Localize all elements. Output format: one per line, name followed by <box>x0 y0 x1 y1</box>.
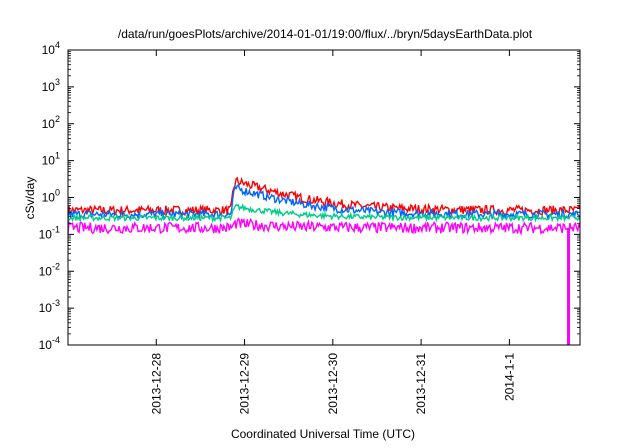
chart-title: /data/run/goesPlots/archive/2014-01-01/1… <box>118 27 533 41</box>
y-tick-label: 103 <box>42 77 60 94</box>
x-tick-label: 2013-12-29 <box>238 353 252 415</box>
y-tick-label: 104 <box>42 40 60 57</box>
y-tick-label: 10-4 <box>39 335 60 352</box>
series-line-3 <box>67 217 581 236</box>
x-tick-label: 2013-12-28 <box>149 353 163 415</box>
plot-area <box>67 49 581 346</box>
x-axis-label: Coordinated Universal Time (UTC) <box>231 427 415 441</box>
y-tick-label: 10-2 <box>39 261 60 278</box>
y-tick-label: 101 <box>42 151 60 168</box>
series-line-1 <box>67 183 581 221</box>
y-axis-label: cSv/day <box>23 177 37 220</box>
y-axis: 10-4 10-3 10-2 10-1 100 101 102 103 104 <box>39 40 580 352</box>
y-tick-label: 102 <box>42 114 60 131</box>
series-line-2 <box>67 203 581 223</box>
x-axis: 2013-12-28 2013-12-29 2013-12-30 2013-12-31… <box>149 50 516 414</box>
y-tick-label: 10-3 <box>39 298 60 315</box>
x-tick-label: 2014-1-1 <box>502 353 516 401</box>
x-tick-label: 2013-12-31 <box>414 353 428 415</box>
x-tick-label: 2013-12-30 <box>326 353 340 415</box>
y-tick-label: 10-1 <box>39 224 60 241</box>
y-tick-label: 100 <box>42 188 60 205</box>
plot-series <box>67 176 581 345</box>
